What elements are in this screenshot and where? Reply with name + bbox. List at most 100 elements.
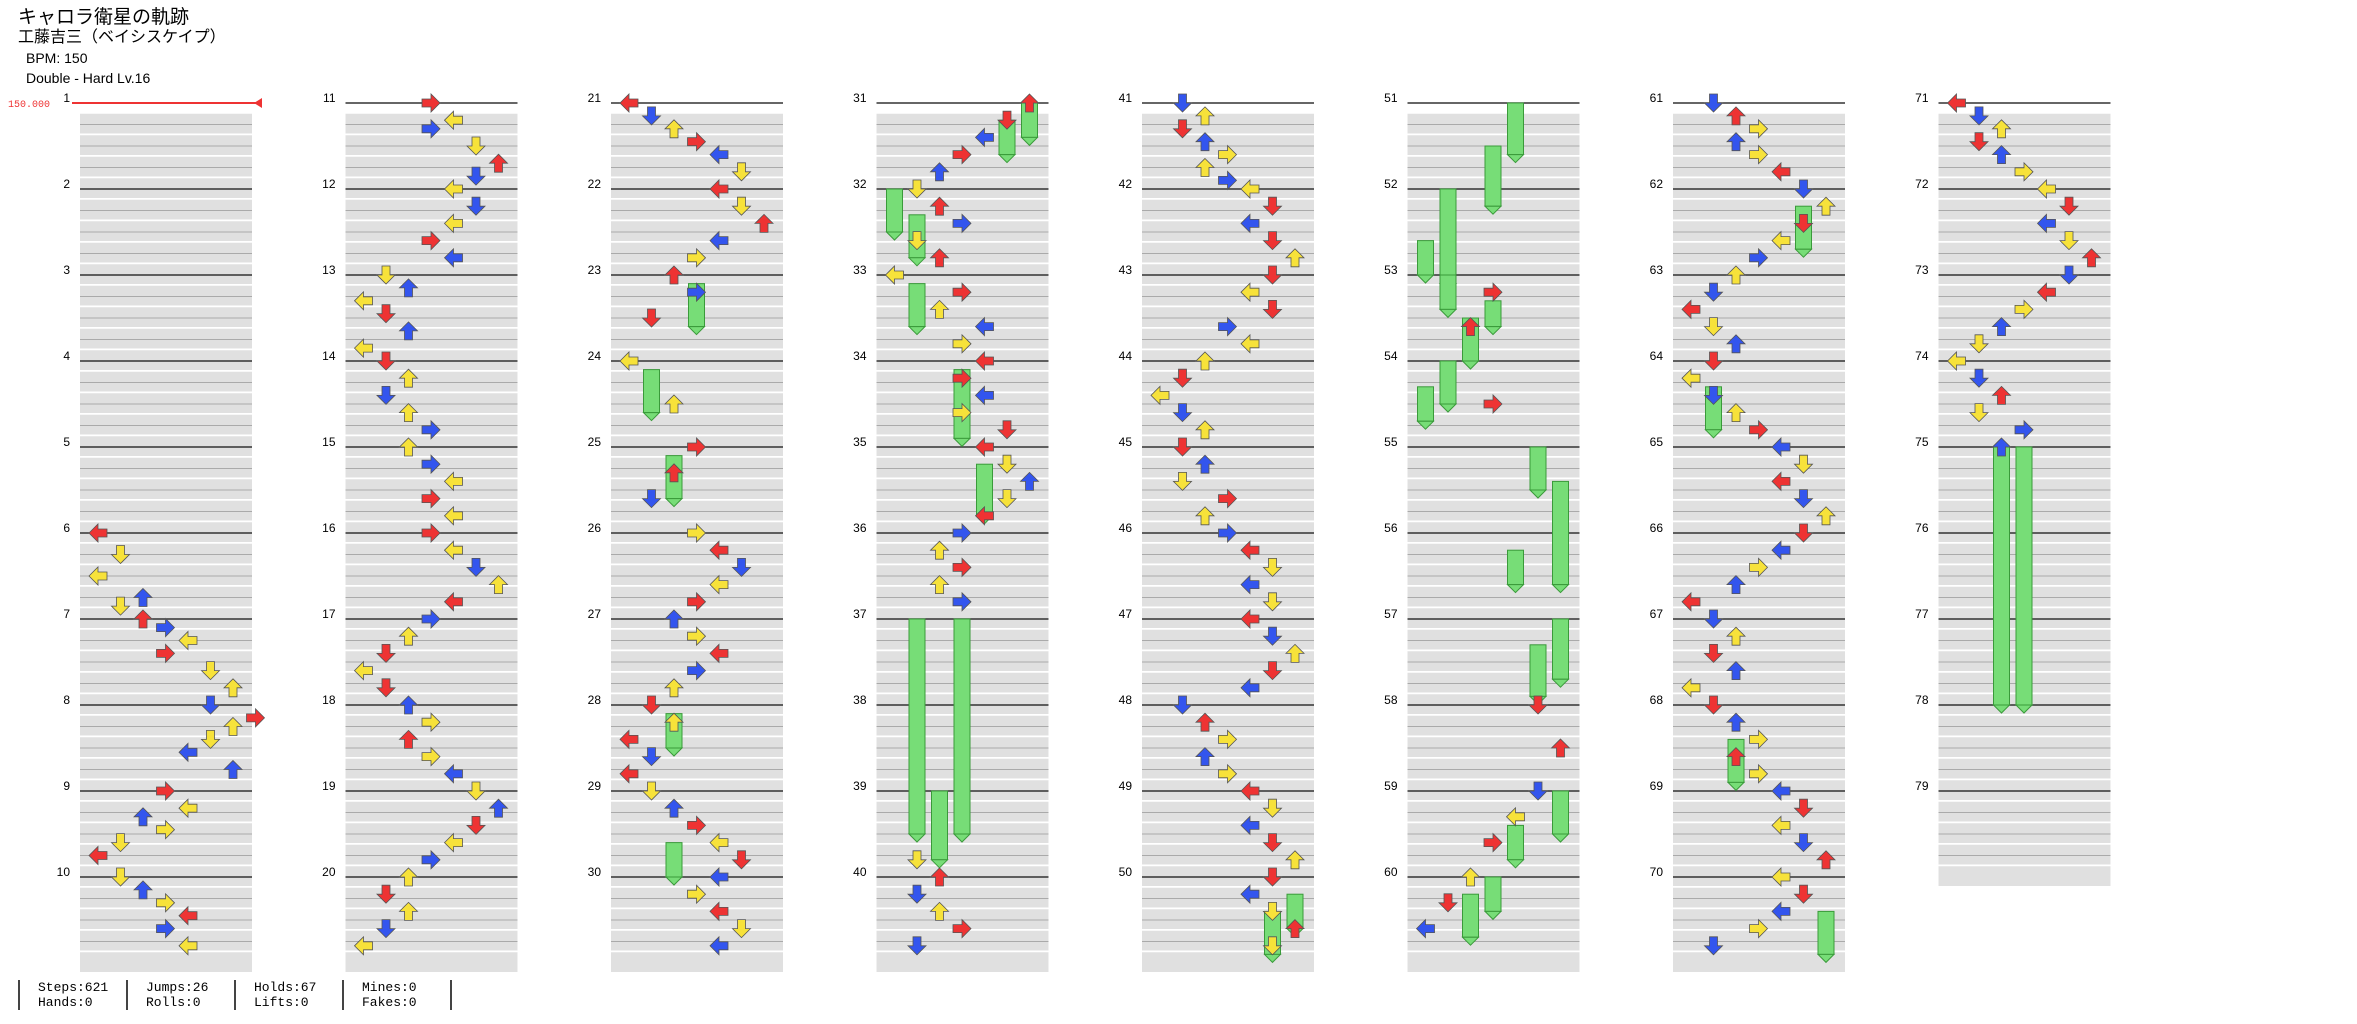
hold-tail bbox=[1483, 326, 1503, 336]
measure-stripe bbox=[1673, 952, 1845, 972]
hold-body bbox=[908, 618, 926, 835]
note-arrow bbox=[421, 523, 441, 543]
measure-number: 66 bbox=[1650, 521, 1664, 535]
hold-tail bbox=[1726, 781, 1746, 792]
note-arrow bbox=[1681, 368, 1701, 389]
note-arrow bbox=[398, 626, 419, 646]
note-arrow bbox=[466, 781, 486, 801]
measure-stripe bbox=[1673, 909, 1845, 929]
note-arrow bbox=[1262, 592, 1283, 612]
measure-stripe bbox=[345, 436, 518, 456]
note-arrow bbox=[376, 351, 396, 371]
hold-tail bbox=[952, 437, 972, 448]
note-arrow bbox=[421, 93, 441, 113]
note-arrow bbox=[421, 488, 441, 509]
note-arrow bbox=[1969, 368, 1989, 388]
measure-number: 30 bbox=[588, 865, 602, 879]
note-arrow bbox=[1218, 763, 1238, 784]
note-arrow bbox=[1550, 738, 1571, 758]
stat-jumps: Jumps:26 bbox=[146, 980, 209, 995]
note-arrow bbox=[1172, 437, 1193, 457]
note-arrow bbox=[929, 162, 950, 182]
note-arrow bbox=[952, 368, 972, 389]
measure-stripe bbox=[1407, 565, 1580, 585]
hold-tail bbox=[907, 833, 927, 843]
note-arrow bbox=[2036, 282, 2056, 303]
note-arrow bbox=[443, 540, 463, 561]
measure-stripe bbox=[1407, 586, 1580, 607]
note-arrow bbox=[376, 884, 396, 904]
measure-stripe bbox=[1407, 522, 1580, 542]
measure-stripe bbox=[1938, 737, 2111, 757]
measure-stripe bbox=[1938, 866, 2111, 886]
note-arrow bbox=[1816, 506, 1836, 526]
measure-number: 28 bbox=[588, 693, 602, 707]
note-arrow bbox=[997, 420, 1017, 440]
note-arrow bbox=[398, 867, 419, 887]
chart-column-3: 21 22 23 24 25 26 27 28 29 30 bbox=[588, 91, 783, 972]
note-arrow bbox=[1505, 806, 1525, 827]
measure-stripe bbox=[1142, 436, 1314, 456]
note-arrow bbox=[246, 707, 266, 728]
measure-stripe bbox=[345, 135, 518, 155]
measure-number: 52 bbox=[1384, 177, 1398, 191]
note-arrow bbox=[1726, 265, 1746, 285]
note-arrow bbox=[466, 196, 486, 216]
measure-number: 65 bbox=[1650, 435, 1664, 449]
measure-stripe bbox=[1673, 801, 1845, 822]
measure-number: 51 bbox=[1384, 91, 1398, 105]
note-arrow bbox=[664, 798, 684, 818]
hold-tail bbox=[2014, 704, 2034, 714]
measure-stripe bbox=[1407, 694, 1580, 714]
note-arrow bbox=[1703, 385, 1724, 405]
note-arrow bbox=[952, 523, 972, 543]
measure-stripe bbox=[80, 565, 252, 585]
note-arrow bbox=[1703, 936, 1724, 956]
note-arrow bbox=[1969, 132, 1989, 152]
note-arrow bbox=[398, 403, 419, 423]
measure-stripe bbox=[1142, 350, 1314, 370]
note-arrow bbox=[488, 575, 509, 594]
measure-stripe bbox=[80, 457, 252, 478]
measure-number: 10 bbox=[57, 865, 71, 879]
measure-stripe bbox=[611, 930, 783, 951]
song-artist: 工藤吉三（ベイシスケイプ） bbox=[18, 29, 226, 46]
note-arrow bbox=[1793, 213, 1814, 233]
measure-stripe bbox=[1938, 135, 2111, 155]
note-arrow bbox=[178, 935, 198, 956]
hold-body bbox=[1439, 188, 1457, 285]
measure-stripe bbox=[1407, 543, 1580, 564]
measure-stripe bbox=[1407, 350, 1580, 370]
note-arrow bbox=[398, 321, 419, 341]
difficulty-text: Double - Hard Lv.16 bbox=[26, 70, 151, 86]
measure-stripe bbox=[1142, 543, 1314, 564]
measure-stripe bbox=[345, 758, 518, 779]
note-arrow bbox=[376, 385, 396, 405]
note-arrow bbox=[1946, 351, 1966, 371]
note-arrow bbox=[421, 609, 441, 629]
note-arrow bbox=[664, 712, 684, 732]
note-arrow bbox=[1240, 781, 1260, 801]
note-arrow bbox=[1262, 558, 1283, 577]
note-arrow bbox=[443, 247, 463, 268]
measure-stripe bbox=[611, 694, 783, 714]
note-arrow bbox=[421, 230, 441, 251]
measure-stripe bbox=[1673, 629, 1845, 650]
measure-stripe bbox=[611, 178, 783, 198]
measure-stripe bbox=[1142, 371, 1314, 392]
measure-number: 39 bbox=[853, 779, 867, 793]
measure-number: 9 bbox=[63, 779, 70, 793]
note-arrow bbox=[88, 523, 108, 543]
measure-stripe bbox=[1407, 823, 1580, 843]
stats-steps-hands: Steps:621 Hands:0 bbox=[18, 980, 108, 1010]
note-arrow bbox=[1749, 419, 1769, 440]
note-arrow bbox=[353, 290, 373, 311]
hold-tail bbox=[930, 859, 949, 869]
stat-lifts: Lifts:0 bbox=[254, 995, 309, 1010]
measure-stripe bbox=[345, 543, 518, 564]
note-arrow bbox=[88, 566, 108, 586]
note-arrow bbox=[156, 781, 176, 801]
measure-stripe bbox=[1142, 285, 1314, 306]
note-arrow bbox=[133, 807, 153, 827]
note-arrow bbox=[1172, 471, 1193, 491]
